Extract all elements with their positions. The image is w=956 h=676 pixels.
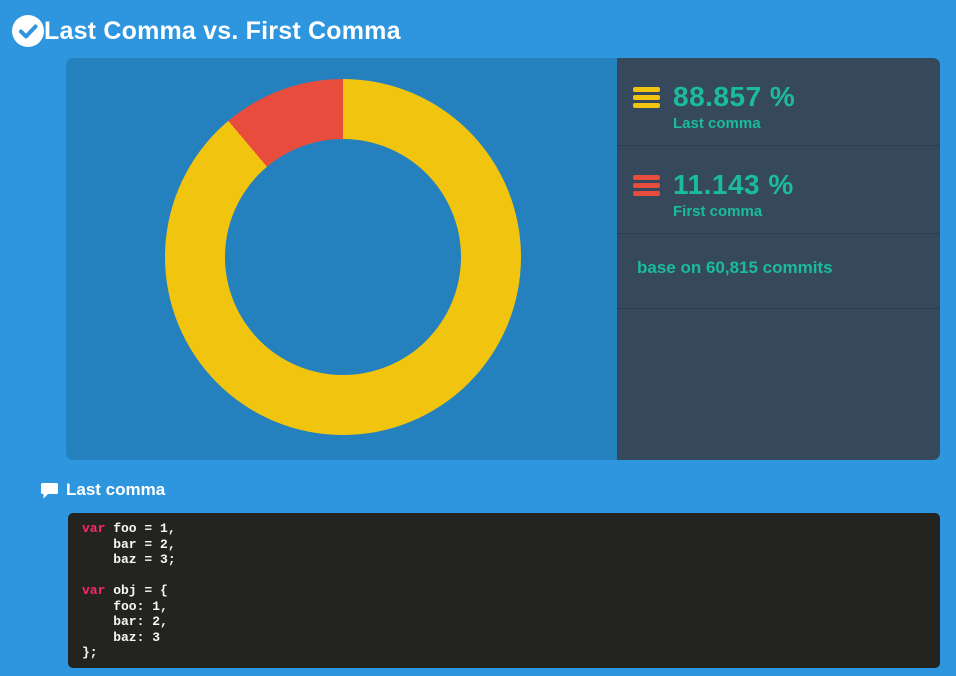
donut-hole [225, 139, 461, 375]
code-line: }; [82, 645, 98, 660]
donut-chart-panel [66, 58, 617, 460]
code-line: bar: 2, [82, 614, 168, 629]
check-circle-icon [12, 15, 44, 47]
code-line: baz = 3; [82, 552, 176, 567]
code-line: bar = 2, [82, 536, 176, 552]
code-line [82, 568, 926, 584]
legend-item-first-comma: 11.143 % First comma [617, 146, 940, 234]
legend-label-first-comma: First comma [673, 203, 763, 220]
code-line: baz: 3 [82, 629, 161, 645]
base-note-row: base on 60,815 commits [617, 234, 940, 309]
legend-text: 88.857 % Last comma [673, 81, 796, 133]
bars-icon [633, 87, 660, 132]
example-title: Last comma [66, 480, 166, 499]
legend-value-last-comma: 88.857 % [673, 81, 796, 112]
stats-card: 88.857 % Last comma 11.143 % First comma… [66, 58, 940, 460]
legend-value-first-comma: 11.143 % [673, 169, 794, 200]
sidebar-spacer [617, 309, 940, 460]
page-title: Last Comma vs. First Comma [44, 17, 401, 45]
header: Last Comma vs. First Comma [0, 0, 956, 58]
code-block: var foo = 1, bar = 2, baz = 3; var obj = … [68, 513, 940, 668]
bars-icon [633, 175, 660, 220]
legend-text: 11.143 % First comma [673, 169, 794, 221]
code-line: var foo = 1, [82, 521, 176, 536]
comment-icon [40, 482, 59, 500]
legend-sidebar: 88.857 % Last comma 11.143 % First comma… [617, 58, 940, 460]
legend-label-last-comma: Last comma [673, 115, 761, 132]
donut-chart [165, 79, 521, 435]
code-line: foo: 1, [82, 598, 168, 614]
code-line: var obj = { [82, 583, 168, 598]
legend-item-last-comma: 88.857 % Last comma [617, 58, 940, 146]
base-note: base on 60,815 commits [637, 258, 833, 277]
example-heading-row: Last comma [40, 478, 165, 502]
